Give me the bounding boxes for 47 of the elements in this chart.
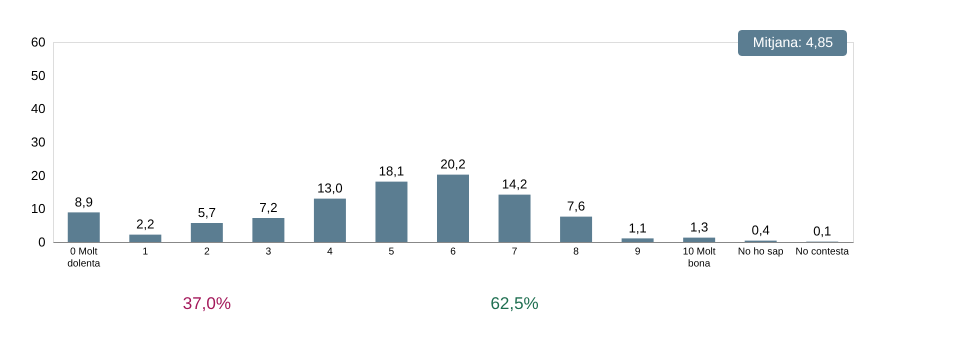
data-label: 20,2 bbox=[440, 156, 466, 172]
bar bbox=[437, 174, 469, 242]
x-tick-label: 0 Molt dolenta bbox=[67, 246, 101, 270]
x-tick-label: 9 bbox=[634, 246, 641, 258]
bar bbox=[314, 198, 346, 242]
bar bbox=[252, 218, 284, 242]
annotation: Mitjana: 4,85 bbox=[752, 34, 834, 50]
data-label: 0,1 bbox=[813, 224, 832, 239]
bar bbox=[190, 223, 223, 242]
y-tick-label: 20 bbox=[31, 168, 46, 183]
data-label: 5,7 bbox=[198, 205, 216, 220]
x-tick-label: 7 bbox=[512, 246, 518, 258]
x-tick-label: 8 bbox=[573, 246, 580, 258]
bar bbox=[375, 182, 408, 242]
data-label: 8,9 bbox=[74, 194, 93, 210]
y-tick-label: 0 bbox=[38, 234, 46, 250]
x-tick-label: No contesta bbox=[796, 246, 850, 258]
bar bbox=[622, 238, 654, 242]
data-label: 7,6 bbox=[567, 198, 586, 214]
x-tick-label: No ho sap bbox=[738, 246, 784, 258]
bar bbox=[498, 194, 531, 242]
data-label: 13,0 bbox=[317, 180, 343, 196]
x-tick-label: 4 bbox=[327, 246, 334, 258]
x-tick-label: 5 bbox=[388, 246, 395, 258]
text: 62,5% bbox=[490, 294, 539, 313]
data-label: 7,2 bbox=[259, 200, 278, 215]
y-tick-label: 30 bbox=[31, 134, 46, 150]
data-label: 1,1 bbox=[628, 220, 647, 236]
bar bbox=[683, 238, 716, 242]
y-tick-label: 50 bbox=[31, 68, 46, 83]
data-label: 18,1 bbox=[378, 164, 404, 179]
x-tick-label: 10 Molt bona bbox=[682, 246, 716, 270]
y-tick-label: 10 bbox=[31, 201, 46, 216]
data-label: 14,2 bbox=[502, 176, 528, 192]
y-tick-label: 60 bbox=[31, 34, 46, 50]
x-tick-label: 3 bbox=[266, 246, 272, 258]
text: 37,0% bbox=[182, 294, 231, 313]
data-label: 2,2 bbox=[136, 216, 154, 232]
bar bbox=[129, 234, 162, 242]
x-tick-label: 1 bbox=[142, 246, 149, 258]
data-label: 1,3 bbox=[690, 220, 708, 235]
bar bbox=[560, 216, 592, 242]
data-label: 0,4 bbox=[752, 222, 770, 238]
x-tick-label: 6 bbox=[450, 246, 456, 258]
x-tick-label: 2 bbox=[204, 246, 210, 258]
bar bbox=[68, 212, 100, 242]
y-tick-label: 40 bbox=[31, 101, 46, 116]
